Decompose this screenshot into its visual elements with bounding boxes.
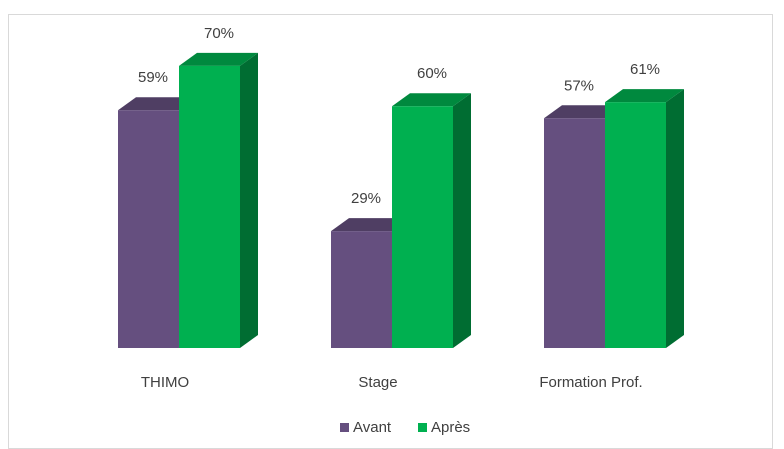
x-tick-label: THIMO — [141, 374, 189, 391]
bar-side — [666, 89, 684, 349]
bar-side — [453, 93, 471, 348]
data-label: 60% — [417, 65, 447, 82]
legend-label: Après — [431, 419, 470, 436]
data-label: 59% — [138, 69, 168, 86]
bar — [392, 93, 471, 348]
bar-side — [240, 52, 258, 349]
bar-top — [392, 93, 471, 107]
bar-top — [179, 52, 258, 66]
bar-front — [118, 110, 179, 348]
bar-top — [544, 105, 623, 119]
bar — [605, 89, 684, 349]
x-tick-label: Stage — [358, 374, 397, 391]
data-label: 29% — [351, 190, 381, 207]
bar-front — [544, 118, 605, 348]
bar — [179, 52, 258, 349]
data-label: 70% — [204, 25, 234, 42]
x-tick-label: Formation Prof. — [539, 374, 642, 391]
legend-swatch — [340, 423, 349, 432]
data-label: 61% — [630, 61, 660, 78]
bar-top — [605, 89, 684, 103]
bar-top — [331, 218, 410, 232]
legend-swatch — [418, 423, 427, 432]
bar-front — [179, 65, 240, 349]
bar-front — [331, 231, 392, 348]
data-label: 57% — [564, 77, 594, 94]
bar-front — [392, 106, 453, 348]
legend-label: Avant — [353, 419, 392, 436]
bar-top — [118, 97, 197, 111]
bar-front — [605, 102, 666, 348]
